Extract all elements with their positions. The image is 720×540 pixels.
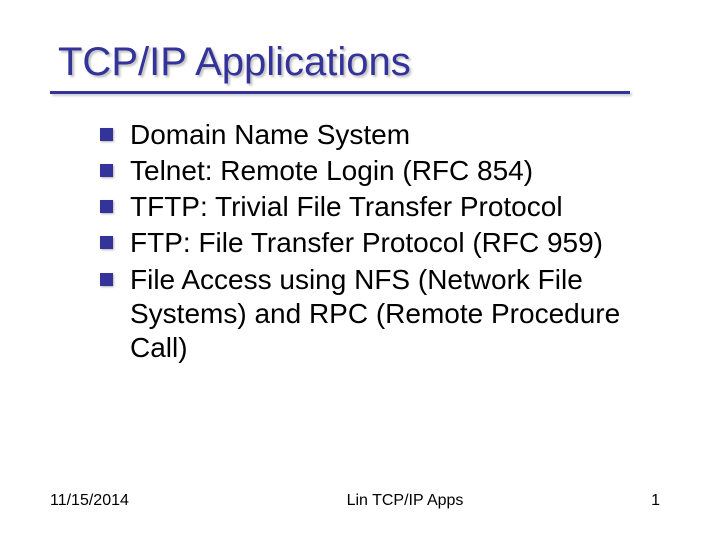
list-item: Domain Name System [100,118,670,152]
slide-title: TCP/IP Applications [50,40,670,85]
title-underline [50,91,630,94]
bullet-list: Domain Name System Telnet: Remote Login … [50,118,670,492]
list-item: Telnet: Remote Login (RFC 854) [100,154,670,188]
footer-page-number: 1 [560,492,660,510]
footer-title: Lin TCP/IP Apps [250,492,560,510]
slide: TCP/IP Applications Domain Name System T… [0,0,720,540]
footer-date: 11/15/2014 [50,492,250,510]
list-item: TFTP: Trivial File Transfer Protocol [100,190,670,224]
slide-footer: 11/15/2014 Lin TCP/IP Apps 1 [50,492,670,510]
list-item: File Access using NFS (Network File Syst… [100,263,670,365]
list-item: FTP: File Transfer Protocol (RFC 959) [100,226,670,260]
